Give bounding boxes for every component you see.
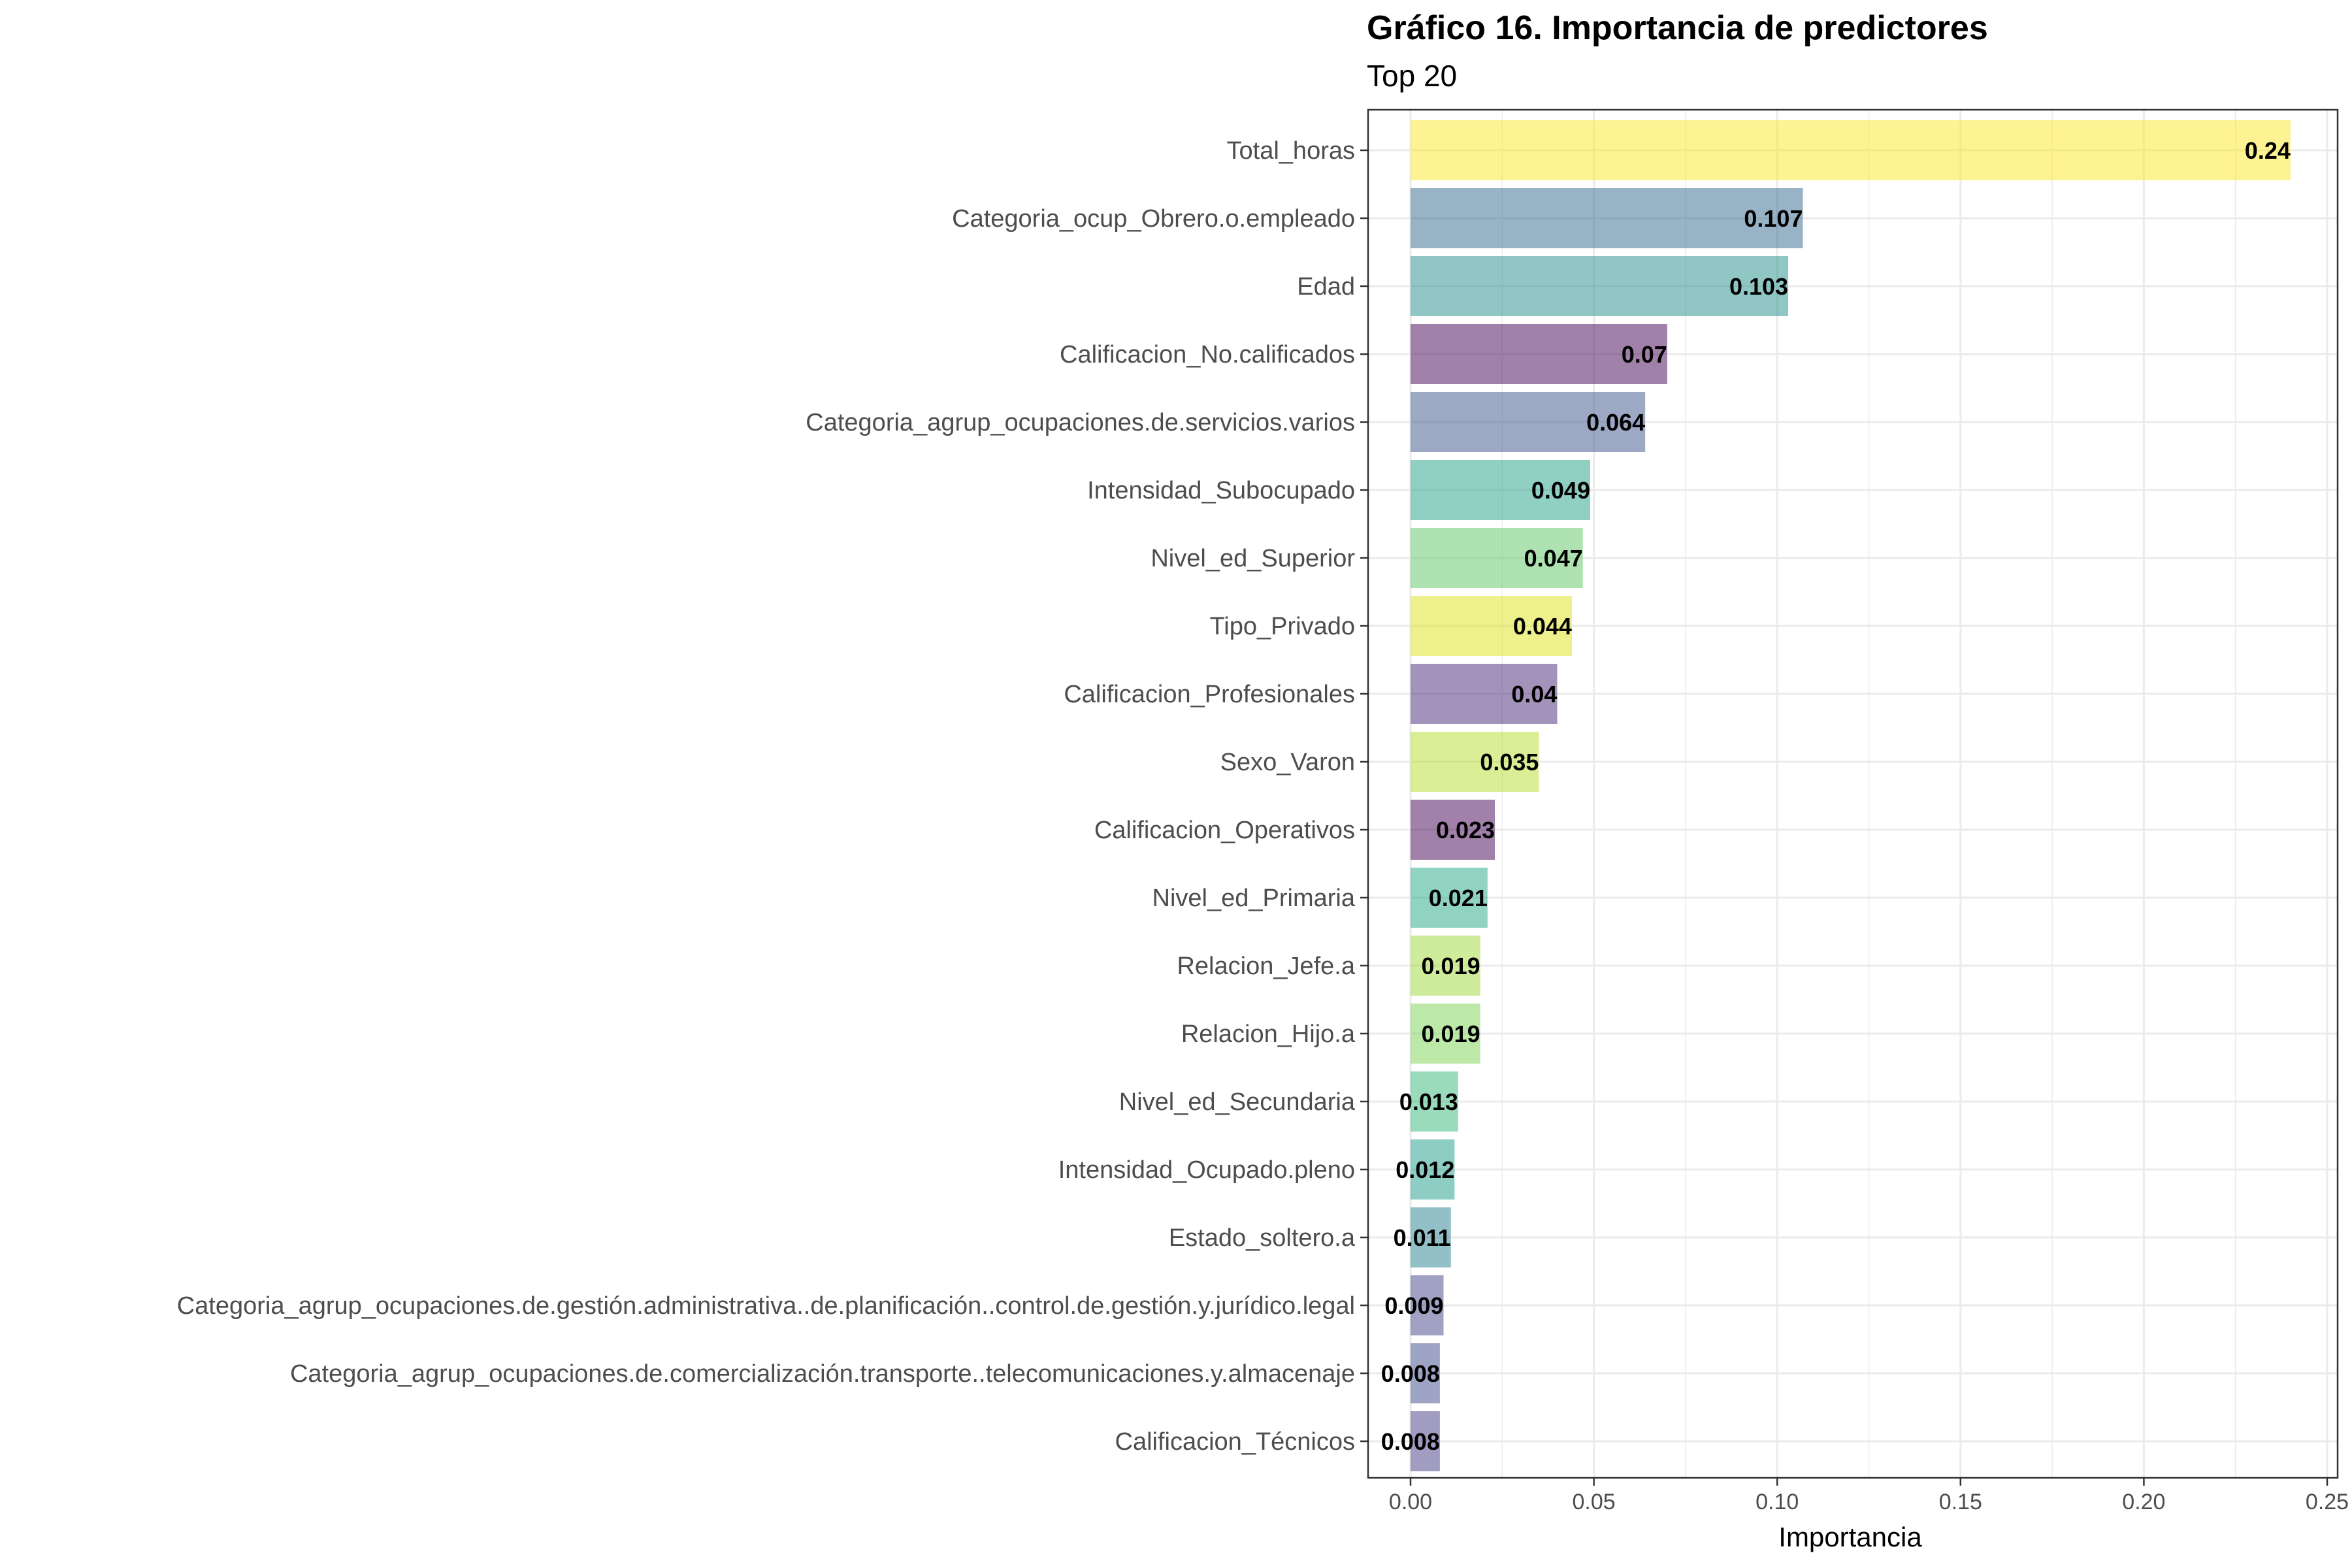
value-label: 0.047 (1524, 545, 1583, 572)
category-label: Categoria_agrup_ocupaciones.de.gestión.a… (177, 1292, 1355, 1320)
category-label: Nivel_ed_Primaria (1152, 885, 1356, 912)
category-label: Relacion_Hijo.a (1181, 1021, 1356, 1048)
value-label: 0.103 (1729, 273, 1788, 300)
x-axis-ticks: 0.00 0.05 0.10 0.15 0.20 0.25 (1360, 149, 2349, 1514)
value-label: 0.011 (1394, 1224, 1451, 1251)
category-label: Intensidad_Ocupado.pleno (1058, 1156, 1355, 1184)
x-tick-label: 0.20 (2122, 1490, 2165, 1514)
value-label: 0.009 (1384, 1292, 1443, 1319)
value-label: 0.013 (1399, 1088, 1458, 1115)
value-label: 0.107 (1744, 205, 1803, 232)
x-tick-label: 0.10 (1756, 1490, 1799, 1514)
value-label: 0.049 (1531, 477, 1590, 504)
bar (1411, 596, 1572, 656)
bar (1411, 664, 1558, 724)
bar (1411, 324, 1667, 384)
bar (1411, 1004, 1480, 1064)
bar (1411, 1275, 1444, 1335)
bar (1411, 460, 1590, 520)
category-label: Categoria_agrup_ocupaciones.de.servicios… (806, 409, 1355, 436)
plot-panel-border (1367, 108, 2339, 1479)
category-label: Categoria_agrup_ocupaciones.de.comercial… (290, 1360, 1355, 1388)
value-label: 0.021 (1429, 885, 1488, 911)
category-label: Relacion_Jefe.a (1177, 953, 1355, 980)
category-label: Categoria_ocup_Obrero.o.empleado (952, 205, 1355, 233)
category-label: Edad (1297, 273, 1355, 301)
category-label: Total_horas (1227, 137, 1355, 165)
bar (1411, 1071, 1458, 1132)
bar (1411, 1207, 1451, 1267)
value-label: 0.012 (1396, 1156, 1454, 1183)
bar (1411, 392, 1646, 452)
category-label: Nivel_ed_Secundaria (1119, 1088, 1356, 1116)
category-label: Sexo_Varon (1220, 749, 1355, 776)
value-label: 0.023 (1436, 817, 1495, 843)
bar (1411, 868, 1488, 928)
category-label: Tipo_Privado (1210, 613, 1356, 640)
chart-title: Gráfico 16. Importancia de predictores (1367, 9, 1988, 47)
bar (1411, 800, 1495, 860)
category-label: Estado_soltero.a (1169, 1224, 1356, 1252)
x-tick-label: 0.25 (2306, 1490, 2349, 1514)
category-label: Calificacion_Técnicos (1115, 1428, 1356, 1456)
bar (1411, 1411, 1440, 1471)
value-label: 0.04 (1511, 681, 1557, 708)
x-tick-label: 0.05 (1573, 1490, 1616, 1514)
bar (1411, 1139, 1455, 1200)
value-label: 0.019 (1422, 1021, 1480, 1047)
bar (1411, 120, 2291, 180)
chart-subtitle: Top 20 (1367, 59, 1457, 93)
value-label: 0.24 (2245, 137, 2291, 164)
x-axis-title: Importancia (1778, 1522, 1922, 1552)
value-labels: 0.24 0.107 0.103 0.07 0.064 0.049 0.047 0.044 0.… (1381, 137, 2291, 1455)
bar (1411, 188, 1803, 248)
value-label: 0.064 (1586, 409, 1645, 436)
value-label: 0.019 (1422, 953, 1480, 979)
category-label: Calificacion_Profesionales (1064, 681, 1355, 708)
x-tick-label: 0.00 (1389, 1490, 1432, 1514)
value-label: 0.008 (1381, 1360, 1440, 1387)
value-label: 0.035 (1480, 749, 1539, 776)
bar (1411, 936, 1480, 996)
value-label: 0.008 (1381, 1428, 1440, 1455)
x-tick-label: 0.15 (1939, 1490, 1982, 1514)
category-label: Calificacion_Operativos (1094, 817, 1355, 844)
bar (1411, 732, 1539, 792)
category-label: Nivel_ed_Superior (1151, 545, 1355, 572)
category-label: Intensidad_Subocupado (1087, 477, 1355, 504)
value-label: 0.07 (1622, 341, 1667, 368)
bar (1411, 528, 1583, 588)
bars (1411, 120, 2291, 1471)
bar (1411, 256, 1789, 316)
bar (1411, 1343, 1440, 1403)
category-label: Calificacion_No.calificados (1060, 341, 1355, 368)
category-labels: Total_horas Categoria_ocup_Obrero.o.emple… (177, 137, 1356, 1456)
value-label: 0.044 (1513, 613, 1572, 640)
